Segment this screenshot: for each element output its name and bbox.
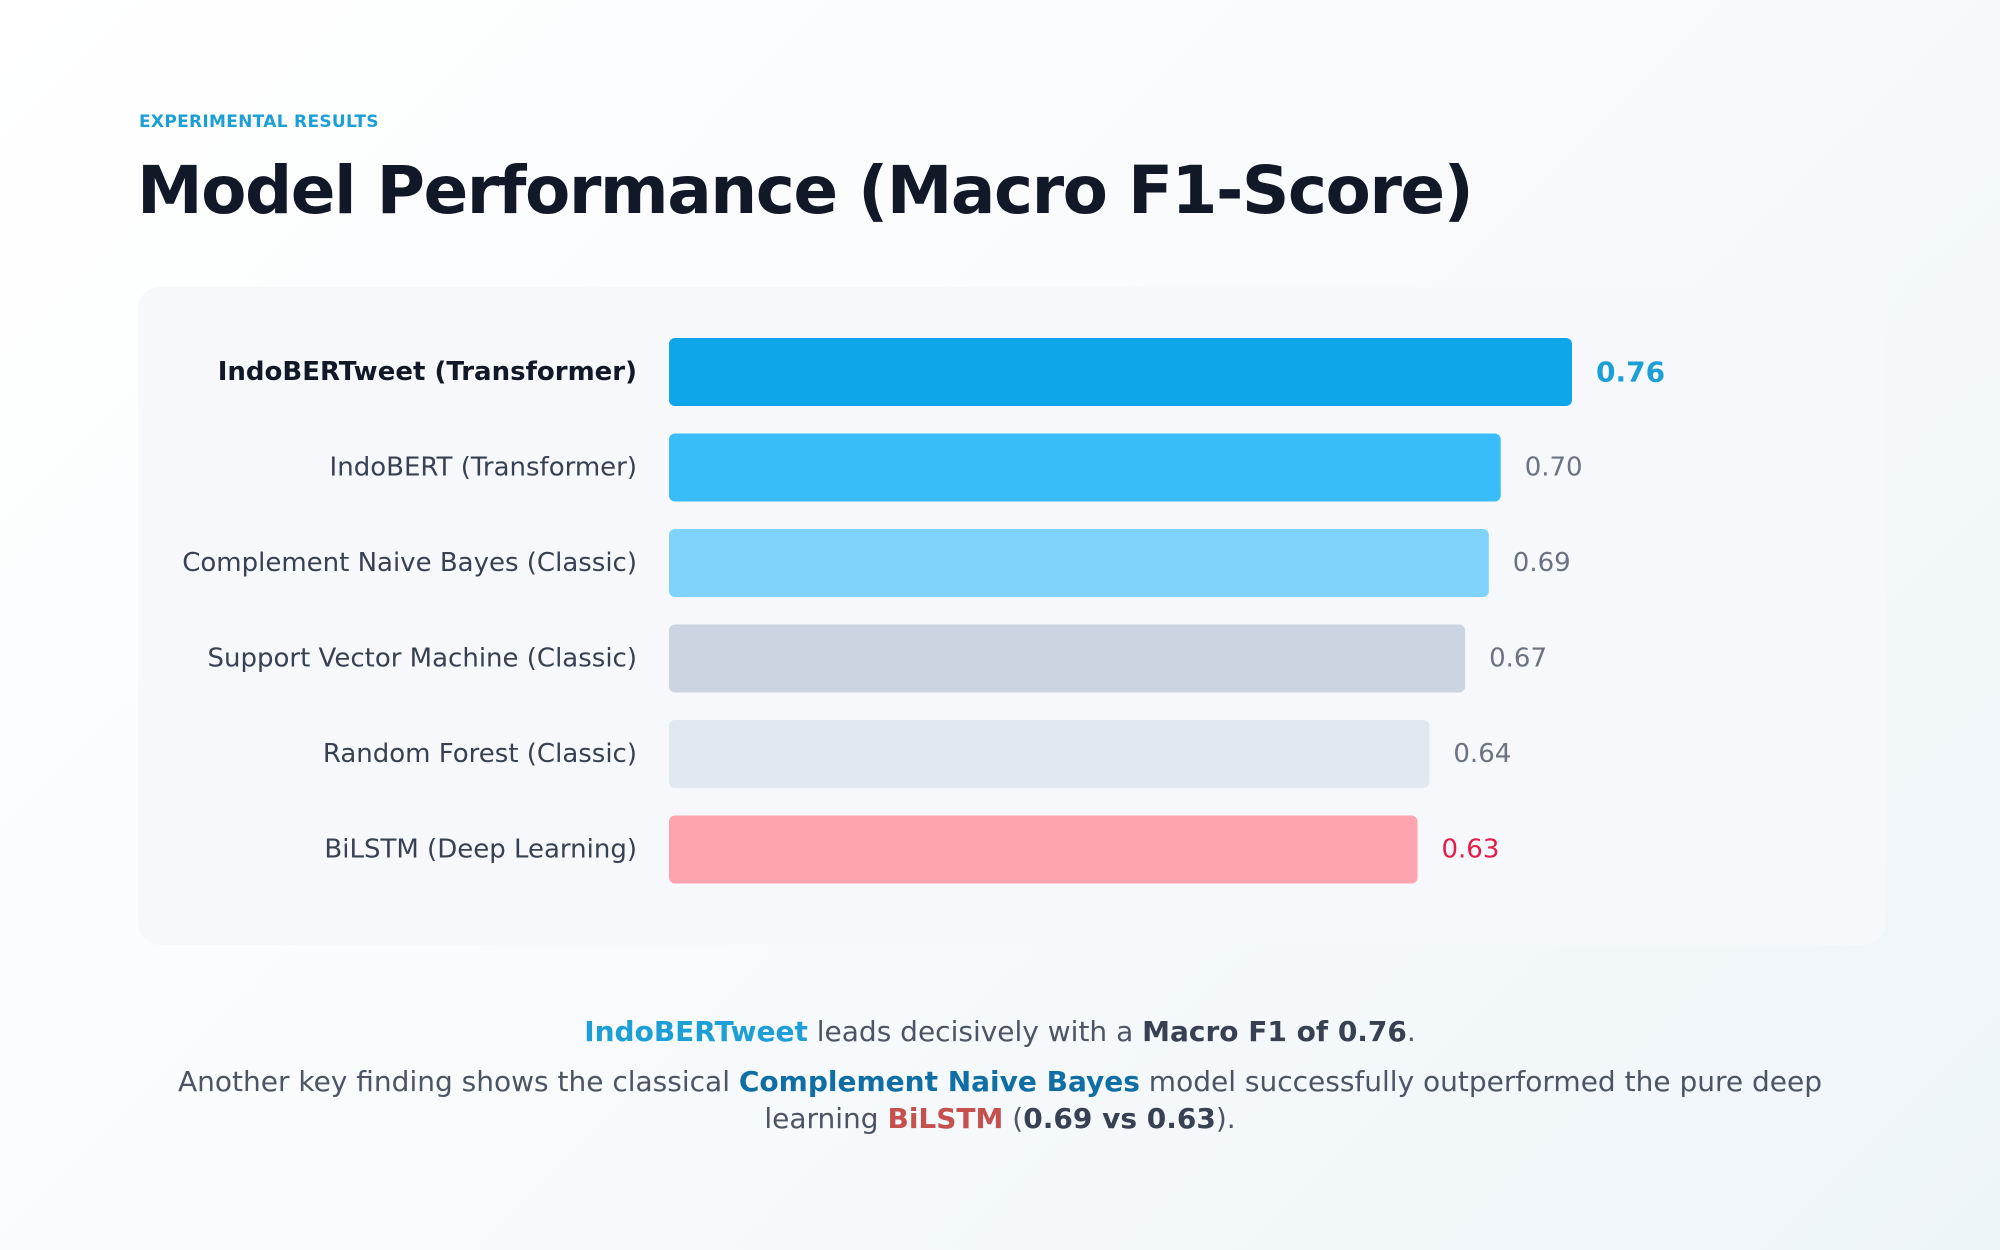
category-label: IndoBERTweet (Transformer)	[218, 357, 637, 387]
highlight-metric: Macro F1 of 0.76	[1142, 1015, 1407, 1048]
summary-text: learning	[764, 1102, 888, 1135]
highlight-comparison: 0.69 vs 0.63	[1023, 1102, 1216, 1135]
summary-text: .	[1406, 1015, 1416, 1048]
bar	[669, 720, 1430, 788]
section-eyebrow: EXPERIMENTAL RESULTS	[139, 112, 379, 132]
bar	[669, 624, 1466, 693]
summary-line-3: learning BiLSTM (0.69 vs 0.63).	[100, 1102, 1900, 1135]
highlight-bilstm: BiLSTM	[887, 1102, 1004, 1135]
value-label: 0.76	[1596, 356, 1665, 389]
category-label: Complement Naive Bayes (Classic)	[182, 548, 637, 578]
category-label: Random Forest (Classic)	[323, 739, 637, 769]
bar-chart: IndoBERTweet (Transformer) 0.76 IndoBERT (…	[182, 338, 1665, 884]
summary-text: ).	[1215, 1102, 1236, 1135]
value-label: 0.63	[1442, 835, 1500, 865]
highlight-indobertweet: IndoBERTweet	[584, 1015, 808, 1048]
category-label: Support Vector Machine (Classic)	[208, 644, 637, 674]
summary-text: (	[1003, 1102, 1024, 1135]
category-label: BiLSTM (Deep Learning)	[324, 835, 637, 865]
summary-text: Another key finding shows the classical	[177, 1065, 739, 1098]
page-title: Model Performance (Macro F1-Score)	[137, 152, 1474, 229]
value-label: 0.64	[1453, 739, 1511, 769]
value-label: 0.69	[1513, 548, 1571, 578]
bar	[669, 815, 1418, 884]
bar	[669, 338, 1572, 406]
summary-line-2: Another key finding shows the classical …	[100, 1065, 1900, 1098]
summary-text: model successfully outperformed the pure…	[1139, 1065, 1822, 1098]
summary-line-1: IndoBERTweet leads decisively with a Mac…	[100, 1015, 1900, 1048]
bar	[669, 529, 1489, 597]
highlight-complement-nb: Complement Naive Bayes	[738, 1065, 1140, 1098]
chart-card: IndoBERTweet (Transformer) 0.76 IndoBERT (…	[138, 287, 1886, 945]
value-label: 0.70	[1525, 453, 1583, 483]
bar	[669, 433, 1501, 502]
summary-text: leads decisively with a	[807, 1015, 1143, 1048]
category-label: IndoBERT (Transformer)	[330, 453, 637, 483]
value-label: 0.67	[1489, 644, 1547, 674]
